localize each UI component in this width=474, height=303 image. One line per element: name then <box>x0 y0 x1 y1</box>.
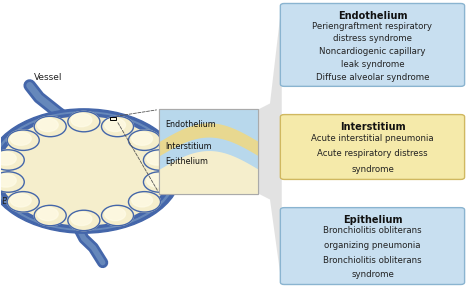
Circle shape <box>105 118 126 132</box>
Circle shape <box>10 132 31 145</box>
Circle shape <box>0 109 182 233</box>
Text: Epithelium: Epithelium <box>165 157 208 166</box>
Text: syndrome: syndrome <box>351 270 394 279</box>
Text: Endothelium: Endothelium <box>165 120 216 129</box>
Circle shape <box>10 194 31 207</box>
Bar <box>159 109 258 194</box>
Text: Bronchiolitis obliterans: Bronchiolitis obliterans <box>323 256 422 265</box>
Text: Bronchiole: Bronchiole <box>1 197 49 205</box>
Text: Acute interstitial pneumonia: Acute interstitial pneumonia <box>311 134 434 143</box>
Circle shape <box>7 130 39 150</box>
Circle shape <box>128 191 161 212</box>
Circle shape <box>71 113 92 127</box>
Circle shape <box>0 172 24 192</box>
Circle shape <box>144 172 175 192</box>
Circle shape <box>146 174 167 187</box>
Circle shape <box>132 132 153 145</box>
Circle shape <box>0 152 16 165</box>
Text: distress syndrome: distress syndrome <box>333 35 412 43</box>
Text: Interstitium: Interstitium <box>165 142 211 151</box>
FancyBboxPatch shape <box>280 4 465 86</box>
Circle shape <box>68 112 100 132</box>
Polygon shape <box>258 3 282 285</box>
Circle shape <box>68 210 100 231</box>
Circle shape <box>144 150 175 170</box>
Circle shape <box>0 150 24 170</box>
Text: Acute respiratory distress: Acute respiratory distress <box>317 149 428 158</box>
Circle shape <box>37 118 58 132</box>
Text: Interstitium: Interstitium <box>340 122 405 132</box>
Circle shape <box>34 116 66 137</box>
Circle shape <box>101 205 134 226</box>
Circle shape <box>37 207 58 221</box>
Text: Noncardiogenic capillary: Noncardiogenic capillary <box>319 47 426 56</box>
Circle shape <box>146 152 167 165</box>
Circle shape <box>0 114 174 228</box>
Text: Epithelium: Epithelium <box>343 215 402 225</box>
Circle shape <box>105 207 126 221</box>
Bar <box>110 117 117 120</box>
FancyBboxPatch shape <box>280 208 465 285</box>
Bar <box>159 109 258 194</box>
Text: Diffuse alveolar syndrome: Diffuse alveolar syndrome <box>316 73 429 82</box>
Circle shape <box>34 205 66 226</box>
Circle shape <box>101 116 134 137</box>
Circle shape <box>0 174 16 187</box>
Circle shape <box>132 194 153 207</box>
Circle shape <box>128 130 161 150</box>
Text: Bronchiolitis obliterans: Bronchiolitis obliterans <box>323 226 422 235</box>
Circle shape <box>0 117 169 225</box>
Text: syndrome: syndrome <box>351 165 394 174</box>
FancyBboxPatch shape <box>280 115 465 179</box>
Text: Vessel: Vessel <box>35 73 63 82</box>
Text: Endothelium: Endothelium <box>338 11 407 21</box>
Circle shape <box>0 112 177 230</box>
Circle shape <box>7 191 39 212</box>
FancyBboxPatch shape <box>0 153 98 189</box>
Circle shape <box>71 212 92 225</box>
Text: organizing pneumonia: organizing pneumonia <box>324 241 421 250</box>
Text: leak syndrome: leak syndrome <box>341 60 404 69</box>
Text: Periengraftment respiratory: Periengraftment respiratory <box>312 22 432 31</box>
